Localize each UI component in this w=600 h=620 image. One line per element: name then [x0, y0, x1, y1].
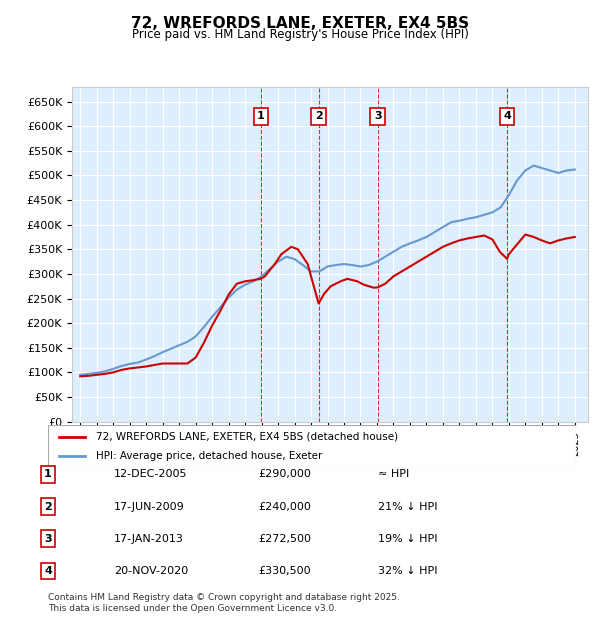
Text: Price paid vs. HM Land Registry's House Price Index (HPI): Price paid vs. HM Land Registry's House … — [131, 28, 469, 41]
Text: 17-JAN-2013: 17-JAN-2013 — [114, 534, 184, 544]
Text: 1: 1 — [257, 112, 265, 122]
Text: 32% ↓ HPI: 32% ↓ HPI — [378, 566, 437, 576]
Text: ≈ HPI: ≈ HPI — [378, 469, 409, 479]
Text: 12-DEC-2005: 12-DEC-2005 — [114, 469, 187, 479]
Text: 72, WREFORDS LANE, EXETER, EX4 5BS (detached house): 72, WREFORDS LANE, EXETER, EX4 5BS (deta… — [95, 432, 398, 442]
Text: 20-NOV-2020: 20-NOV-2020 — [114, 566, 188, 576]
Text: 3: 3 — [374, 112, 382, 122]
Text: 4: 4 — [44, 566, 52, 576]
Text: 2: 2 — [315, 112, 322, 122]
Text: 72, WREFORDS LANE, EXETER, EX4 5BS: 72, WREFORDS LANE, EXETER, EX4 5BS — [131, 16, 469, 30]
Text: 1: 1 — [44, 469, 52, 479]
Text: 2: 2 — [44, 502, 52, 512]
Text: 4: 4 — [503, 112, 511, 122]
Text: £290,000: £290,000 — [258, 469, 311, 479]
FancyBboxPatch shape — [48, 425, 576, 468]
Text: £240,000: £240,000 — [258, 502, 311, 512]
Text: HPI: Average price, detached house, Exeter: HPI: Average price, detached house, Exet… — [95, 451, 322, 461]
Text: 17-JUN-2009: 17-JUN-2009 — [114, 502, 185, 512]
Text: 19% ↓ HPI: 19% ↓ HPI — [378, 534, 437, 544]
Text: £330,500: £330,500 — [258, 566, 311, 576]
Text: Contains HM Land Registry data © Crown copyright and database right 2025.
This d: Contains HM Land Registry data © Crown c… — [48, 593, 400, 613]
Text: £272,500: £272,500 — [258, 534, 311, 544]
Text: 3: 3 — [44, 534, 52, 544]
Text: 21% ↓ HPI: 21% ↓ HPI — [378, 502, 437, 512]
